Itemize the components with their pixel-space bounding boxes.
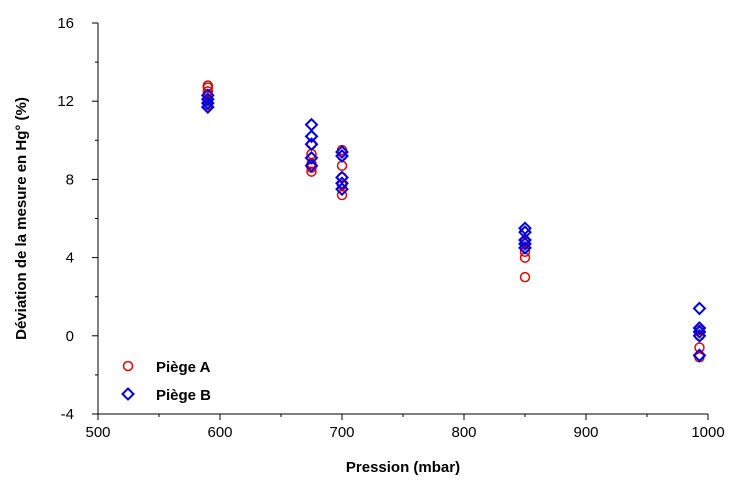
legend-marker-piege-b bbox=[121, 387, 135, 401]
data-point-piege-b bbox=[692, 301, 707, 316]
series-piege-b bbox=[200, 88, 707, 363]
legend-label-piege-b: Piège B bbox=[156, 387, 211, 404]
data-point-piege-b bbox=[304, 129, 319, 144]
series-piege-a bbox=[202, 80, 705, 363]
legend: Piège A Piège B bbox=[121, 359, 211, 404]
tick-marks bbox=[92, 22, 709, 420]
data-point-piege-a bbox=[519, 246, 531, 257]
x-tick-label: 800 bbox=[451, 424, 476, 441]
data-point-piege-b bbox=[304, 150, 319, 165]
x-tick-label: 900 bbox=[573, 424, 598, 441]
data-point-piege-b bbox=[200, 92, 215, 107]
data-point-piege-b bbox=[335, 176, 349, 191]
legend-item-piege-b: Piège B bbox=[121, 387, 211, 404]
x-tick-label: 500 bbox=[85, 424, 110, 441]
data-point-piege-b bbox=[692, 348, 707, 363]
x-axis-title: Pression (mbar) bbox=[346, 459, 460, 476]
x-tick-label: 700 bbox=[329, 424, 354, 441]
y-tick-label: 16 bbox=[57, 15, 74, 32]
y-tick-label: 0 bbox=[66, 328, 74, 345]
tick-labels: 500 600 700 800 900 1000 -4 0 4 8 12 16 bbox=[57, 15, 724, 441]
data-point-piege-b bbox=[304, 137, 319, 152]
data-point-piege-b bbox=[518, 237, 532, 251]
data-point-piege-b bbox=[692, 321, 707, 335]
x-tick-label: 600 bbox=[207, 424, 232, 441]
data-point-piege-b bbox=[335, 182, 349, 197]
data-point-piege-a bbox=[202, 86, 214, 97]
data-point-piege-a bbox=[306, 166, 317, 177]
data-point-piege-b bbox=[304, 117, 319, 132]
y-axis-title: Déviation de la mesure en Hg° (%) bbox=[13, 97, 30, 340]
data-point-piege-b bbox=[335, 149, 349, 163]
data-point-piege-b bbox=[518, 225, 532, 240]
y-tick-label: 8 bbox=[66, 171, 74, 188]
data-point-piege-b bbox=[518, 240, 532, 255]
data-point-piege-a bbox=[202, 82, 214, 93]
data-point-piege-b bbox=[304, 158, 319, 173]
data-point-piege-b bbox=[518, 233, 532, 247]
data-point-piege-a bbox=[519, 271, 531, 283]
data-point-piege-b bbox=[692, 328, 707, 343]
data-points bbox=[200, 80, 707, 363]
y-tick-label: -4 bbox=[61, 406, 74, 423]
data-point-piege-b bbox=[200, 96, 215, 111]
y-tick-label: 4 bbox=[66, 250, 74, 267]
x-tick-label: 1000 bbox=[691, 424, 724, 441]
data-point-piege-a bbox=[336, 189, 348, 201]
y-tick-label: 12 bbox=[57, 93, 74, 110]
data-point-piege-a bbox=[694, 342, 705, 353]
legend-label-piege-a: Piège A bbox=[156, 359, 211, 376]
data-point-piege-b bbox=[518, 221, 532, 236]
data-point-piege-b bbox=[692, 324, 707, 339]
data-point-piege-b bbox=[200, 100, 215, 114]
data-point-piege-b bbox=[335, 145, 349, 159]
axes bbox=[97, 23, 708, 415]
legend-item-piege-a: Piège A bbox=[122, 359, 211, 376]
legend-marker-piege-a bbox=[122, 360, 134, 372]
